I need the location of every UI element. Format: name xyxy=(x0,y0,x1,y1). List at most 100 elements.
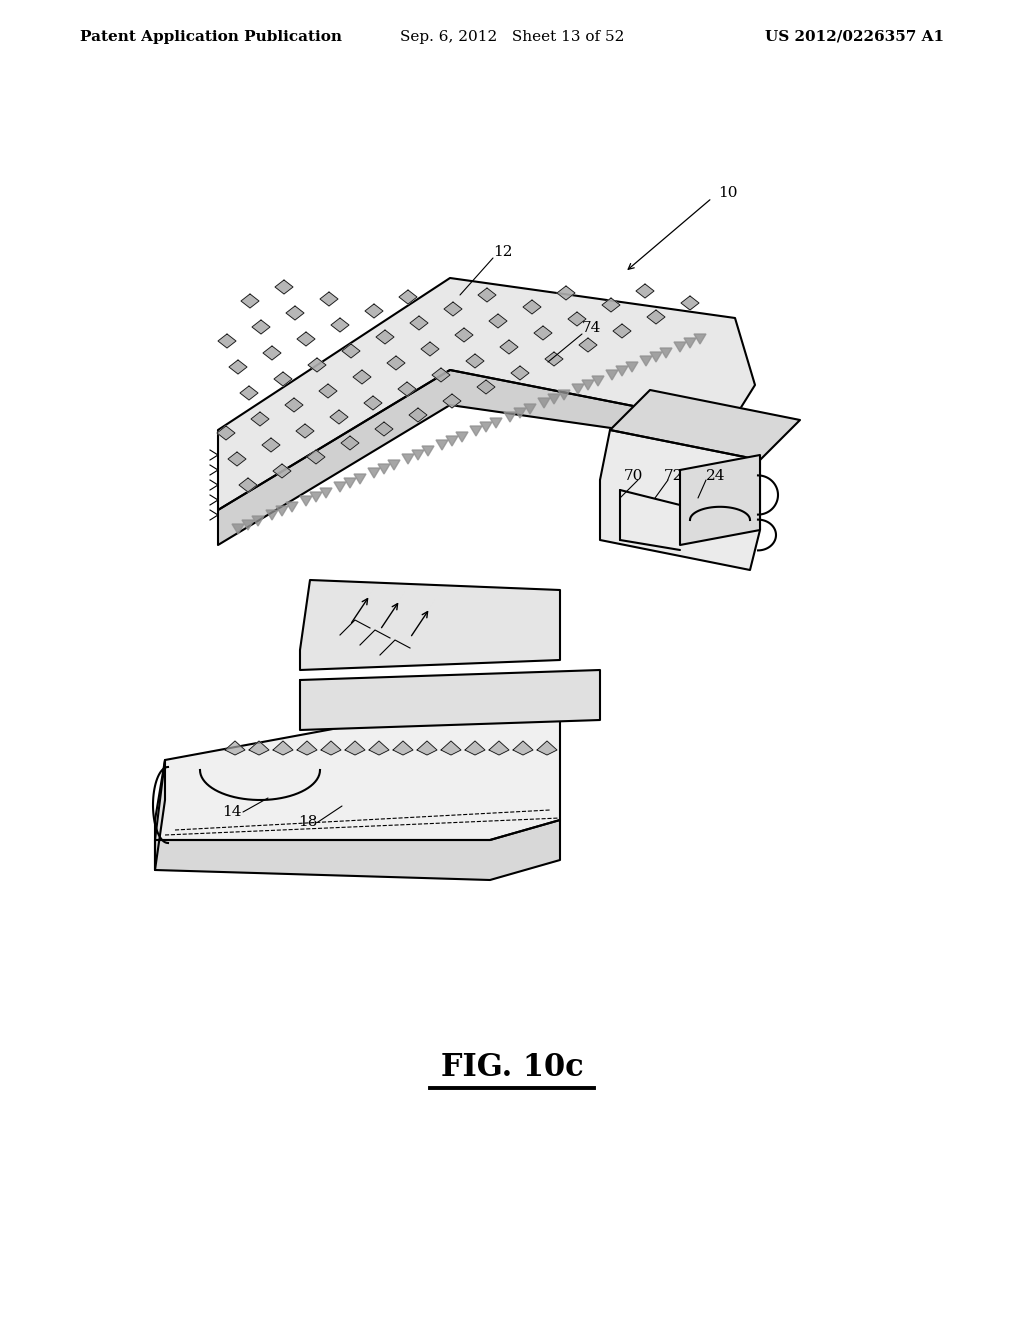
Polygon shape xyxy=(545,352,563,366)
Polygon shape xyxy=(626,362,638,372)
Polygon shape xyxy=(369,741,389,755)
Polygon shape xyxy=(650,352,662,362)
Polygon shape xyxy=(568,312,586,326)
Polygon shape xyxy=(297,333,315,346)
Polygon shape xyxy=(240,385,258,400)
Polygon shape xyxy=(275,280,293,294)
Polygon shape xyxy=(388,459,400,470)
Text: 10: 10 xyxy=(718,186,737,201)
Polygon shape xyxy=(334,482,346,492)
Polygon shape xyxy=(241,294,259,308)
Text: Sep. 6, 2012   Sheet 13 of 52: Sep. 6, 2012 Sheet 13 of 52 xyxy=(399,30,625,44)
Polygon shape xyxy=(297,741,317,755)
Polygon shape xyxy=(376,330,394,345)
Polygon shape xyxy=(319,292,338,306)
Polygon shape xyxy=(262,438,280,451)
Polygon shape xyxy=(249,741,269,755)
Text: 70: 70 xyxy=(624,469,643,483)
Polygon shape xyxy=(511,366,529,380)
Polygon shape xyxy=(636,284,654,298)
Text: 24: 24 xyxy=(706,469,725,483)
Polygon shape xyxy=(600,430,760,570)
Polygon shape xyxy=(402,454,414,465)
Polygon shape xyxy=(513,741,534,755)
Polygon shape xyxy=(660,348,672,358)
Polygon shape xyxy=(455,327,473,342)
Polygon shape xyxy=(548,393,560,404)
Text: 12: 12 xyxy=(493,246,512,259)
Polygon shape xyxy=(412,450,424,459)
Polygon shape xyxy=(319,384,337,399)
Polygon shape xyxy=(252,319,270,334)
Text: 18: 18 xyxy=(298,814,317,829)
Polygon shape xyxy=(225,741,245,755)
Polygon shape xyxy=(229,360,247,374)
Polygon shape xyxy=(680,455,760,545)
Polygon shape xyxy=(446,436,458,446)
Polygon shape xyxy=(478,288,496,302)
Polygon shape xyxy=(470,426,482,436)
Polygon shape xyxy=(296,424,314,438)
Polygon shape xyxy=(399,290,417,304)
Polygon shape xyxy=(263,346,281,360)
Text: 74: 74 xyxy=(582,321,601,335)
Text: FIG. 10c: FIG. 10c xyxy=(440,1052,584,1084)
Polygon shape xyxy=(330,411,348,424)
Polygon shape xyxy=(252,516,264,525)
Polygon shape xyxy=(681,296,699,310)
Polygon shape xyxy=(387,356,406,370)
Polygon shape xyxy=(342,345,360,358)
Polygon shape xyxy=(274,372,292,385)
Polygon shape xyxy=(443,393,461,408)
Polygon shape xyxy=(558,389,570,400)
Polygon shape xyxy=(444,302,462,315)
Polygon shape xyxy=(155,820,560,880)
Polygon shape xyxy=(354,474,366,484)
Polygon shape xyxy=(500,341,518,354)
Polygon shape xyxy=(273,741,293,755)
Polygon shape xyxy=(364,396,382,411)
Polygon shape xyxy=(606,370,618,380)
Polygon shape xyxy=(538,399,550,408)
Polygon shape xyxy=(489,741,509,755)
Polygon shape xyxy=(344,478,356,488)
Text: 14: 14 xyxy=(222,805,242,818)
Polygon shape xyxy=(441,741,461,755)
Polygon shape xyxy=(155,760,165,870)
Polygon shape xyxy=(155,700,560,840)
Polygon shape xyxy=(537,741,557,755)
Polygon shape xyxy=(592,376,604,385)
Polygon shape xyxy=(410,315,428,330)
Polygon shape xyxy=(610,389,800,459)
Polygon shape xyxy=(368,469,380,478)
Polygon shape xyxy=(514,408,526,418)
Polygon shape xyxy=(684,338,696,348)
Polygon shape xyxy=(300,579,560,671)
Polygon shape xyxy=(694,334,706,345)
Polygon shape xyxy=(647,310,665,323)
Polygon shape xyxy=(218,279,755,510)
Polygon shape xyxy=(378,465,390,474)
Polygon shape xyxy=(579,338,597,352)
Polygon shape xyxy=(422,446,434,455)
Polygon shape xyxy=(477,380,495,393)
Polygon shape xyxy=(300,671,600,730)
Polygon shape xyxy=(218,334,236,348)
Polygon shape xyxy=(398,381,416,396)
Polygon shape xyxy=(613,323,631,338)
Polygon shape xyxy=(273,465,291,478)
Polygon shape xyxy=(345,741,365,755)
Polygon shape xyxy=(674,342,686,352)
Polygon shape xyxy=(523,300,541,314)
Polygon shape xyxy=(489,314,507,327)
Text: US 2012/0226357 A1: US 2012/0226357 A1 xyxy=(765,30,944,44)
Polygon shape xyxy=(266,510,278,520)
Polygon shape xyxy=(456,432,468,442)
Polygon shape xyxy=(393,741,413,755)
Polygon shape xyxy=(602,298,620,312)
Polygon shape xyxy=(466,354,484,368)
Polygon shape xyxy=(286,306,304,319)
Polygon shape xyxy=(331,318,349,333)
Polygon shape xyxy=(365,304,383,318)
Polygon shape xyxy=(504,412,516,422)
